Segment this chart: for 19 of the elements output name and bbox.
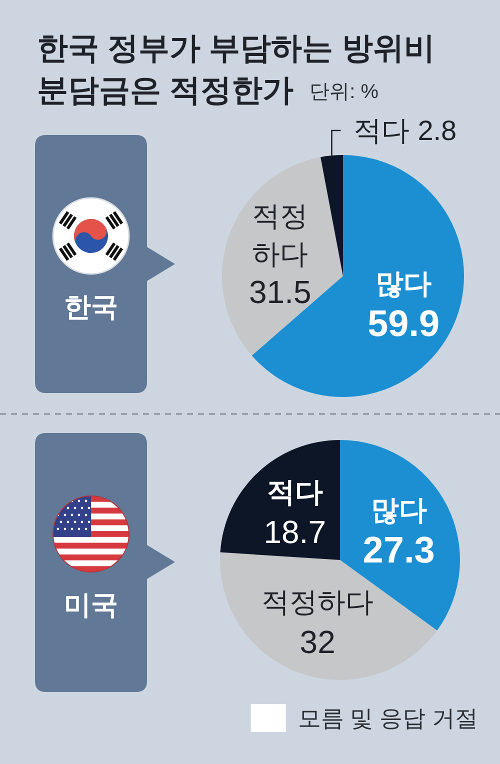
slice-label: 적정하다 bbox=[252, 200, 308, 270]
text: 한국 bbox=[64, 292, 118, 322]
data-label: 31.5 bbox=[248, 274, 312, 310]
data-label: 32 bbox=[300, 624, 336, 660]
legend-label: 모름 및 응답 거절 bbox=[298, 705, 478, 731]
slice-label: 많다 bbox=[376, 268, 432, 300]
slice-label: 적정하다 bbox=[262, 586, 374, 618]
pie-slice bbox=[252, 155, 464, 397]
data-label: 2.8 bbox=[418, 115, 457, 146]
slice-label: 적다 bbox=[354, 115, 410, 146]
slice-label: 많다 bbox=[370, 494, 427, 526]
chart-subtitle: 단위: % bbox=[310, 81, 379, 103]
data-label: 59.9 bbox=[368, 303, 440, 344]
data-label: 27.3 bbox=[362, 530, 435, 571]
data-label: 18.7 bbox=[264, 514, 326, 550]
pie-slice bbox=[222, 157, 343, 356]
pie-slice bbox=[320, 155, 343, 276]
text: 미국 bbox=[64, 590, 118, 620]
slice-label: 적다 bbox=[266, 476, 323, 508]
